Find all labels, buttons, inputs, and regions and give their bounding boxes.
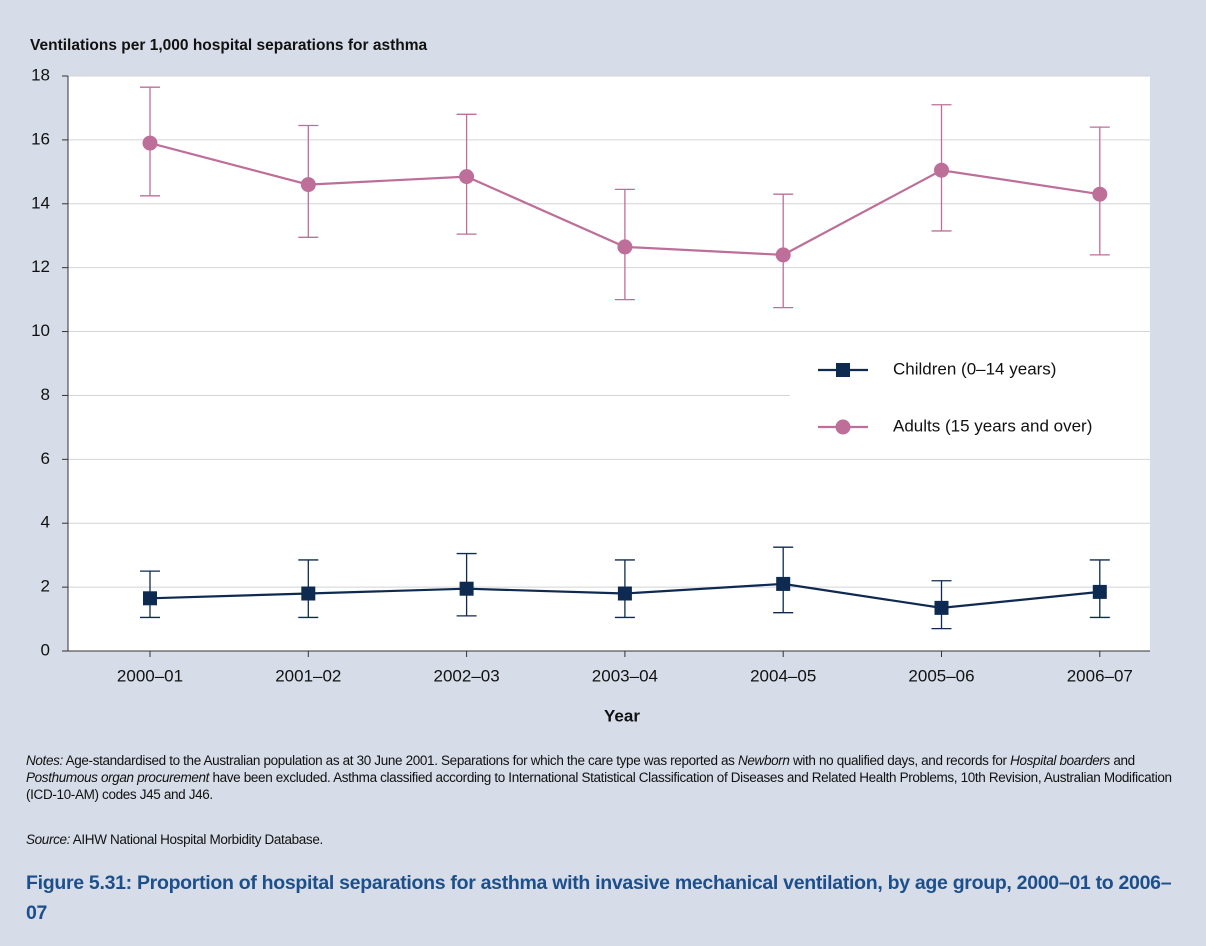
data-point <box>934 600 949 615</box>
legend-label: Adults (15 years and over) <box>893 416 1092 435</box>
x-axis-label: Year <box>604 706 640 725</box>
data-point <box>617 239 633 255</box>
notes-text: Notes: <box>26 753 63 768</box>
data-point <box>459 169 475 185</box>
data-point <box>143 591 157 606</box>
notes: Notes: Age-standardised to the Australia… <box>26 752 1186 803</box>
data-point <box>301 586 316 601</box>
source-text: Source: <box>26 832 71 847</box>
x-tick-label: 2002–03 <box>434 666 500 685</box>
source-text: AIHW National Hospital Morbidity Databas… <box>70 832 324 847</box>
notes-text: and <box>1109 753 1135 768</box>
legend-marker <box>835 419 851 435</box>
data-point <box>617 586 632 601</box>
x-tick-label: 2003–04 <box>592 666 658 685</box>
y-axis-label: Ventilations per 1,000 hospital separati… <box>30 37 427 54</box>
y-tick-label: 12 <box>31 257 50 276</box>
y-tick-label: 10 <box>31 321 50 340</box>
notes-text: have been excluded. Asthma classified ac… <box>26 770 1172 802</box>
x-tick-label: 2004–05 <box>750 666 816 685</box>
notes-text: Hospital boarders <box>1010 753 1110 768</box>
source: Source: AIHW National Hospital Morbidity… <box>26 832 323 847</box>
notes-text: Posthumous organ procurement <box>26 770 210 785</box>
y-tick-label: 2 <box>41 577 50 596</box>
x-tick-label: 2000–01 <box>117 666 183 685</box>
data-point <box>775 247 791 263</box>
data-point <box>1092 584 1107 599</box>
y-tick-label: 4 <box>41 513 50 532</box>
data-point <box>934 162 949 178</box>
chart: Ventilations per 1,000 hospital separati… <box>30 37 1150 725</box>
data-point <box>776 576 791 591</box>
data-point <box>1092 186 1108 202</box>
x-tick-label: 2005–06 <box>908 666 974 685</box>
legend-label: Children (0–14 years) <box>893 359 1056 378</box>
notes-text: Age-standardised to the Australian popul… <box>62 753 738 768</box>
data-point <box>300 177 316 193</box>
caption: Figure 5.31: Proportion of hospital sepa… <box>26 872 1172 924</box>
y-tick-label: 18 <box>31 65 50 84</box>
data-point <box>142 135 158 151</box>
y-tick-label: 0 <box>41 640 50 659</box>
y-tick-label: 14 <box>31 193 50 212</box>
y-tick-label: 6 <box>41 449 50 468</box>
y-tick-label: 16 <box>31 129 50 148</box>
notes-text: Newborn <box>737 753 790 768</box>
data-point <box>459 581 474 596</box>
x-tick-label: 2006–07 <box>1067 666 1133 685</box>
y-tick-label: 8 <box>41 385 50 404</box>
legend-marker <box>836 363 850 377</box>
x-tick-label: 2001–02 <box>275 666 341 685</box>
notes-text: with no qualified days, and records for <box>789 753 1011 768</box>
